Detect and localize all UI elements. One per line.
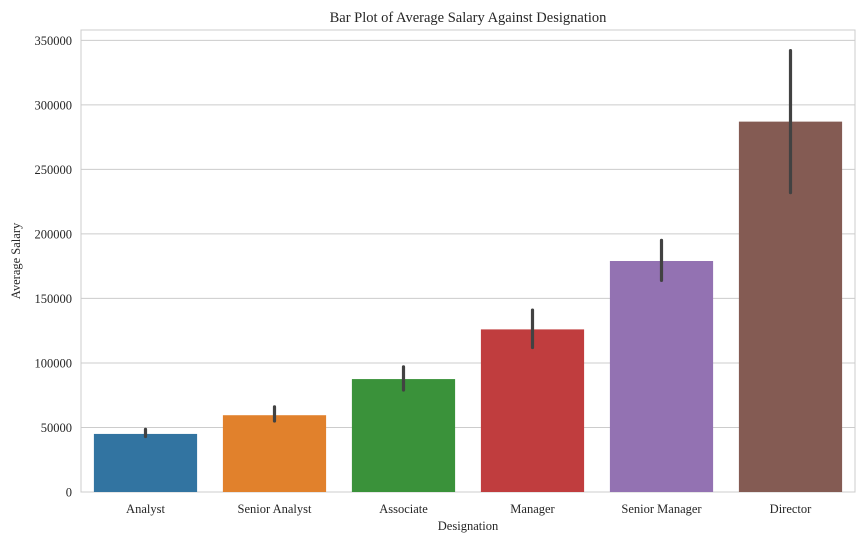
y-tick-label: 100000 xyxy=(35,356,73,370)
x-tick-label: Director xyxy=(770,502,812,516)
plot-frame xyxy=(80,29,856,493)
y-tick-label: 300000 xyxy=(35,98,73,112)
error-bars xyxy=(143,49,793,439)
bar xyxy=(609,261,714,492)
x-tick-label: Associate xyxy=(379,502,428,516)
bar xyxy=(222,415,327,492)
x-tick-label: Analyst xyxy=(126,502,165,516)
x-tick-labels: Analyst Senior Analyst Associate Manager Sen… xyxy=(126,502,812,516)
x-tick-label: Senior Analyst xyxy=(238,502,312,516)
bar xyxy=(93,433,198,492)
y-tick-label: 150000 xyxy=(35,292,73,306)
x-tick-label: Manager xyxy=(510,502,555,516)
x-axis-label: Designation xyxy=(438,519,499,533)
y-tick-labels: 0 50000 100000 150000 200000 250000 300000 3500… xyxy=(35,34,73,500)
y-tick-label: 0 xyxy=(66,486,72,500)
x-tick-label: Senior Manager xyxy=(621,502,702,516)
y-tick-label: 200000 xyxy=(35,227,73,241)
bar xyxy=(480,329,585,492)
bar xyxy=(351,379,456,492)
y-tick-label: 50000 xyxy=(41,421,72,435)
y-tick-label: 350000 xyxy=(35,34,73,48)
y-tick-label: 250000 xyxy=(35,163,73,177)
y-axis-label: Average Salary xyxy=(9,222,23,299)
bars xyxy=(93,121,843,492)
chart-title: Bar Plot of Average Salary Against Desig… xyxy=(330,10,608,26)
gridlines xyxy=(81,39,855,493)
